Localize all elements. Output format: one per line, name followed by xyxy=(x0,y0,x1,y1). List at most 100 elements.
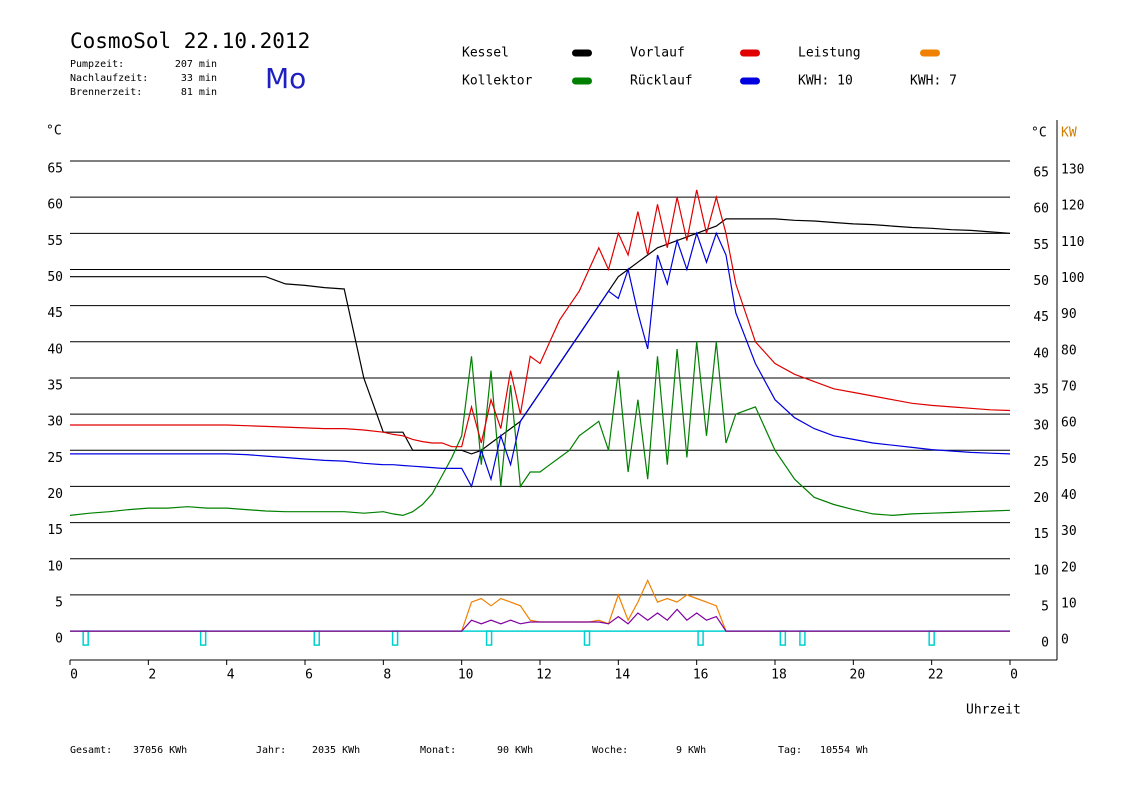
y-tick-label: 55 xyxy=(47,234,63,249)
y-tick-label-right: 65 xyxy=(1033,166,1049,181)
legend-label: Kessel xyxy=(462,46,509,61)
y-unit: °C xyxy=(46,124,62,139)
y2-tick-label: 70 xyxy=(1061,379,1077,394)
x-tick-label: 16 xyxy=(693,668,709,683)
legend-swatch xyxy=(740,77,760,85)
footer-value: 2035 KWh xyxy=(312,745,360,756)
y-tick-label-right: 45 xyxy=(1033,310,1049,325)
y2-tick-label: 60 xyxy=(1061,416,1077,431)
stat-value: 81 min xyxy=(181,87,217,98)
y-tick-label: 15 xyxy=(47,523,63,538)
footer-value: 37056 KWh xyxy=(133,745,187,756)
stat-value: 33 min xyxy=(181,73,217,84)
stat-value: 207 min xyxy=(175,59,217,70)
x-tick-label: 22 xyxy=(928,668,944,683)
y-tick-label: 60 xyxy=(47,198,63,213)
legend-label: Rücklauf xyxy=(630,74,693,89)
y2-tick-label: 120 xyxy=(1061,199,1084,214)
y-tick-label: 45 xyxy=(47,306,63,321)
y-tick-label-right: 40 xyxy=(1033,346,1049,361)
y2-tick-label: 100 xyxy=(1061,271,1084,286)
y-tick-label: 0 xyxy=(55,632,63,647)
y-tick-label: 30 xyxy=(47,415,63,430)
y-tick-label: 40 xyxy=(47,342,63,357)
series-line xyxy=(70,189,1011,448)
y2-tick-label: 50 xyxy=(1061,452,1077,467)
y-tick-label: 50 xyxy=(47,270,63,285)
y2-tick-label: 110 xyxy=(1061,235,1084,250)
x-tick-label: 20 xyxy=(850,668,866,683)
y-tick-label-right: 25 xyxy=(1033,455,1049,470)
x-tick-label: 0 xyxy=(70,668,78,683)
y-tick-label-right: 60 xyxy=(1033,202,1049,217)
y2-tick-label: 80 xyxy=(1061,343,1077,358)
legend-label: Kollektor xyxy=(462,74,533,89)
stat-label: Brennerzeit: xyxy=(70,87,142,98)
series-line xyxy=(70,218,1011,455)
stat-label: Pumpzeit: xyxy=(70,59,124,70)
burner-marker xyxy=(928,630,935,646)
y-unit-right: °C xyxy=(1031,126,1047,141)
series-line xyxy=(70,231,1011,488)
y-tick-label-right: 5 xyxy=(1041,599,1049,614)
x-tick-label: 10 xyxy=(458,668,474,683)
x-tick-label: 0 xyxy=(1010,668,1018,683)
burner-marker xyxy=(583,630,591,646)
x-tick-label: 12 xyxy=(536,668,552,683)
y2-tick-label: 130 xyxy=(1061,163,1084,178)
y-tick-label-right: 50 xyxy=(1033,274,1049,289)
y-tick-label: 10 xyxy=(47,559,63,574)
footer-value: 90 KWh xyxy=(497,745,533,756)
y-tick-label: 35 xyxy=(47,378,63,393)
burner-marker xyxy=(313,630,320,646)
y-tick-label-right: 35 xyxy=(1033,382,1049,397)
y2-unit: KW xyxy=(1061,126,1077,141)
burner-marker xyxy=(82,630,89,646)
x-tick-label: 14 xyxy=(615,668,631,683)
footer-label: Tag: xyxy=(778,745,802,756)
y-tick-label: 25 xyxy=(47,451,63,466)
y-tick-label-right: 10 xyxy=(1033,563,1049,578)
footer-value: 10554 Wh xyxy=(820,745,868,756)
y-tick-label-right: 15 xyxy=(1033,527,1049,542)
y2-tick-label: 10 xyxy=(1061,596,1077,611)
burner-marker xyxy=(799,630,806,646)
y-tick-label: 5 xyxy=(55,595,63,610)
burner-marker xyxy=(779,630,787,646)
y-tick-label: 20 xyxy=(47,487,63,502)
footer-label: Jahr: xyxy=(256,745,286,756)
footer-label: Woche: xyxy=(592,745,628,756)
x-tick-label: 4 xyxy=(227,668,235,683)
x-tick-label: 2 xyxy=(148,668,156,683)
y-tick-label-right: 0 xyxy=(1041,636,1049,651)
footer-value: 9 KWh xyxy=(676,745,706,756)
legend-label: Leistung xyxy=(798,46,861,61)
kwh-label: KWH: 7 xyxy=(910,74,957,89)
legend-swatch xyxy=(740,49,760,57)
y2-tick-label: 0 xyxy=(1061,633,1069,648)
y-tick-label: 65 xyxy=(47,162,63,177)
y-tick-label-right: 30 xyxy=(1033,419,1049,434)
x-tick-label: 6 xyxy=(305,668,313,683)
burner-marker xyxy=(485,630,493,646)
series-line xyxy=(70,578,1010,632)
burner-marker xyxy=(391,630,399,646)
burner-marker xyxy=(697,630,704,646)
series-line xyxy=(70,608,1010,632)
y2-tick-label: 30 xyxy=(1061,524,1077,539)
y-tick-label-right: 20 xyxy=(1033,491,1049,506)
kwh-label: KWH: 10 xyxy=(798,74,853,89)
footer-label: Monat: xyxy=(420,745,456,756)
day-label: Mo xyxy=(265,62,306,95)
x-axis-label: Uhrzeit xyxy=(966,703,1021,718)
legend-swatch xyxy=(920,49,940,57)
legend-label: Vorlauf xyxy=(630,46,685,61)
footer-label: Gesamt: xyxy=(70,745,112,756)
legend-swatch xyxy=(572,49,592,57)
x-tick-label: 18 xyxy=(771,668,787,683)
y2-tick-label: 90 xyxy=(1061,307,1077,322)
x-tick-label: 8 xyxy=(383,668,391,683)
burner-marker xyxy=(199,630,207,646)
y2-tick-label: 20 xyxy=(1061,560,1077,575)
